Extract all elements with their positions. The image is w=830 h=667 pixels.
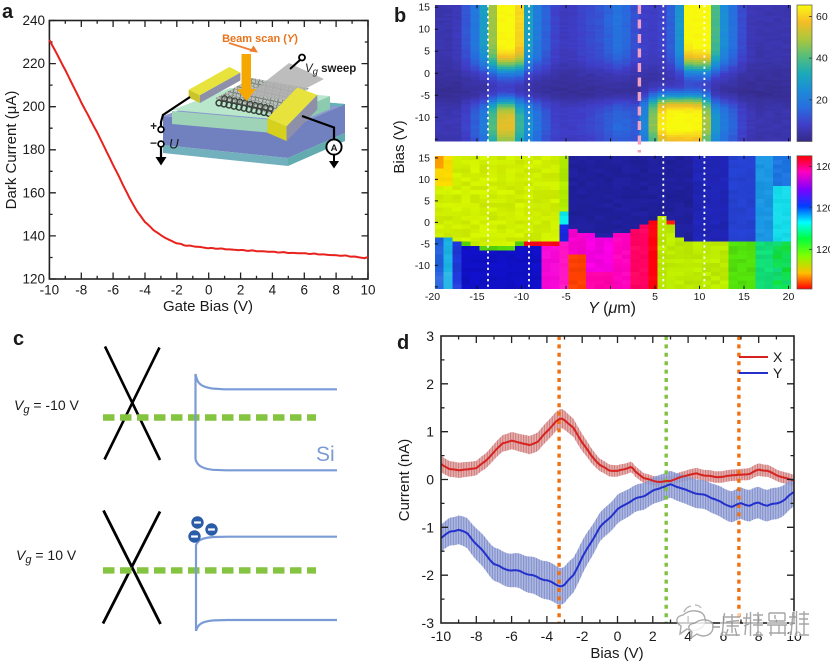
svg-text:240: 240: [22, 13, 45, 28]
svg-text:-5: -5: [561, 291, 570, 303]
svg-text:3: 3: [426, 328, 434, 344]
svg-text:200: 200: [22, 99, 45, 114]
svg-text:-15: -15: [469, 291, 484, 303]
svg-text:4: 4: [269, 283, 277, 298]
svg-text:Bias (V): Bias (V): [391, 120, 408, 173]
svg-text:15: 15: [418, 152, 430, 164]
svg-text:Si: Si: [316, 443, 335, 466]
svg-text:120: 120: [22, 272, 45, 287]
svg-text:160: 160: [22, 185, 45, 200]
svg-text:8: 8: [332, 283, 340, 298]
svg-text:Current (nA): Current (nA): [396, 439, 413, 522]
svg-text:120: 120: [816, 202, 830, 214]
svg-text:-4: -4: [541, 628, 554, 644]
svg-text:-6: -6: [107, 283, 119, 298]
svg-text:-2: -2: [422, 567, 435, 583]
svg-text:-3: -3: [422, 615, 435, 631]
svg-text:4: 4: [684, 628, 692, 644]
svg-text:180: 180: [22, 142, 45, 157]
svg-text:-10: -10: [514, 291, 529, 303]
svg-text:2: 2: [237, 283, 245, 298]
svg-text:0: 0: [614, 628, 622, 644]
svg-text:20: 20: [783, 291, 795, 303]
svg-text:Y: Y: [773, 365, 783, 381]
svg-text:+: +: [150, 121, 157, 133]
svg-text:Vg = 10 V: Vg = 10 V: [16, 547, 77, 566]
svg-text:-6: -6: [505, 628, 518, 644]
svg-text:Vg = -10 V: Vg = -10 V: [14, 397, 80, 416]
svg-text:-2: -2: [171, 283, 183, 298]
svg-text:Beam scan (Y): Beam scan (Y): [222, 33, 298, 45]
svg-text:2: 2: [426, 376, 434, 392]
svg-text:10: 10: [418, 24, 430, 36]
svg-text:c: c: [13, 328, 24, 350]
svg-text:-20: -20: [425, 291, 440, 303]
svg-text:5: 5: [652, 291, 658, 303]
svg-text:Y (μm): Y (μm): [588, 300, 636, 317]
svg-text:a: a: [2, 1, 14, 23]
svg-text:-5: -5: [421, 90, 430, 102]
svg-text:-4: -4: [139, 283, 151, 298]
svg-text:1: 1: [426, 424, 434, 440]
svg-text:120: 120: [816, 161, 830, 173]
svg-text:15: 15: [418, 2, 430, 14]
svg-text:b: b: [394, 5, 406, 27]
svg-text:-8: -8: [75, 283, 87, 298]
svg-text:5: 5: [424, 46, 430, 58]
svg-text:−: −: [150, 136, 157, 150]
svg-text:Bias (V): Bias (V): [590, 645, 643, 662]
svg-text:X: X: [773, 349, 783, 365]
svg-text:-2: -2: [576, 628, 589, 644]
svg-text:20: 20: [816, 94, 828, 106]
svg-text:15: 15: [738, 291, 750, 303]
svg-text:-5: -5: [421, 238, 430, 250]
svg-text:2: 2: [649, 628, 657, 644]
svg-text:60: 60: [816, 11, 828, 23]
svg-text:10: 10: [694, 291, 706, 303]
svg-text:-10: -10: [431, 628, 451, 644]
svg-text:220: 220: [22, 56, 45, 71]
svg-text:-1: -1: [422, 519, 435, 535]
svg-text:5: 5: [424, 195, 430, 207]
svg-text:0: 0: [205, 283, 213, 298]
svg-text:-10: -10: [40, 283, 60, 298]
svg-text:10: 10: [360, 283, 375, 298]
svg-text:Dark Current (μA): Dark Current (μA): [3, 91, 20, 210]
svg-text:0: 0: [424, 68, 430, 80]
svg-text:6: 6: [301, 283, 309, 298]
svg-text:-10: -10: [415, 260, 430, 272]
svg-text:0: 0: [424, 217, 430, 229]
svg-text:U: U: [169, 137, 179, 152]
svg-text:Gate Bias (V): Gate Bias (V): [163, 298, 253, 315]
svg-text:d: d: [397, 332, 409, 354]
svg-text:0: 0: [426, 472, 434, 488]
svg-text:140: 140: [22, 228, 45, 243]
svg-text:120: 120: [816, 244, 830, 256]
svg-text:-8: -8: [470, 628, 483, 644]
svg-text:Vg sweep: Vg sweep: [305, 63, 356, 78]
svg-text:40: 40: [816, 53, 828, 65]
svg-text:10: 10: [418, 174, 430, 186]
svg-text:-10: -10: [415, 112, 430, 124]
svg-text:A: A: [331, 143, 338, 154]
